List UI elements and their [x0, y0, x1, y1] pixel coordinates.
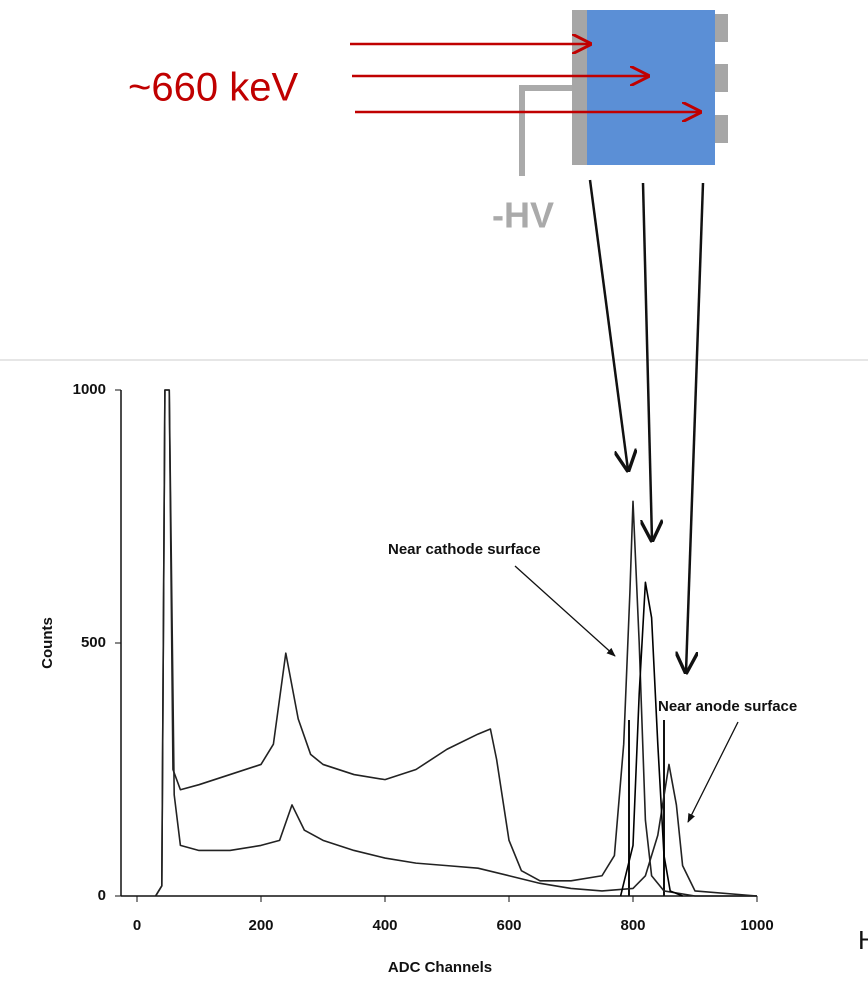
- detector: [587, 10, 715, 165]
- energy-label: ~660 keV: [128, 66, 298, 110]
- anode-pad: [715, 14, 728, 42]
- y-axis-label: Counts: [39, 617, 56, 669]
- spectrum-line: [619, 581, 683, 897]
- spectrum-line: [154, 389, 758, 897]
- x-axis-label: ADC Channels: [388, 959, 492, 976]
- y-tick-label: 0: [98, 887, 106, 904]
- annotation-arrow: [687, 721, 739, 823]
- annotation-arrow: [514, 565, 616, 657]
- edge-text: H: [858, 925, 868, 955]
- hv-label: -HV: [492, 195, 554, 236]
- cathode-plate: [572, 10, 587, 165]
- anode-pad: [715, 64, 728, 92]
- x-tick-label: 200: [248, 917, 273, 934]
- pointer-arrow: [643, 182, 652, 540]
- anode-pad: [715, 115, 728, 143]
- spectrum-line: [154, 389, 757, 897]
- x-tick-label: 400: [372, 917, 397, 934]
- pointer-arrow: [686, 182, 705, 672]
- x-tick-label: 0: [133, 917, 141, 934]
- y-tick-label: 1000: [73, 381, 106, 398]
- annotation: Near anode surface: [658, 698, 797, 715]
- y-tick-label: 500: [81, 634, 106, 651]
- hv-wire: [519, 85, 572, 176]
- pointer-arrow: [588, 179, 628, 470]
- x-tick-label: 600: [496, 917, 521, 934]
- x-tick-label: 1000: [740, 917, 773, 934]
- annotation: Near cathode surface: [388, 541, 541, 558]
- x-tick-label: 800: [620, 917, 645, 934]
